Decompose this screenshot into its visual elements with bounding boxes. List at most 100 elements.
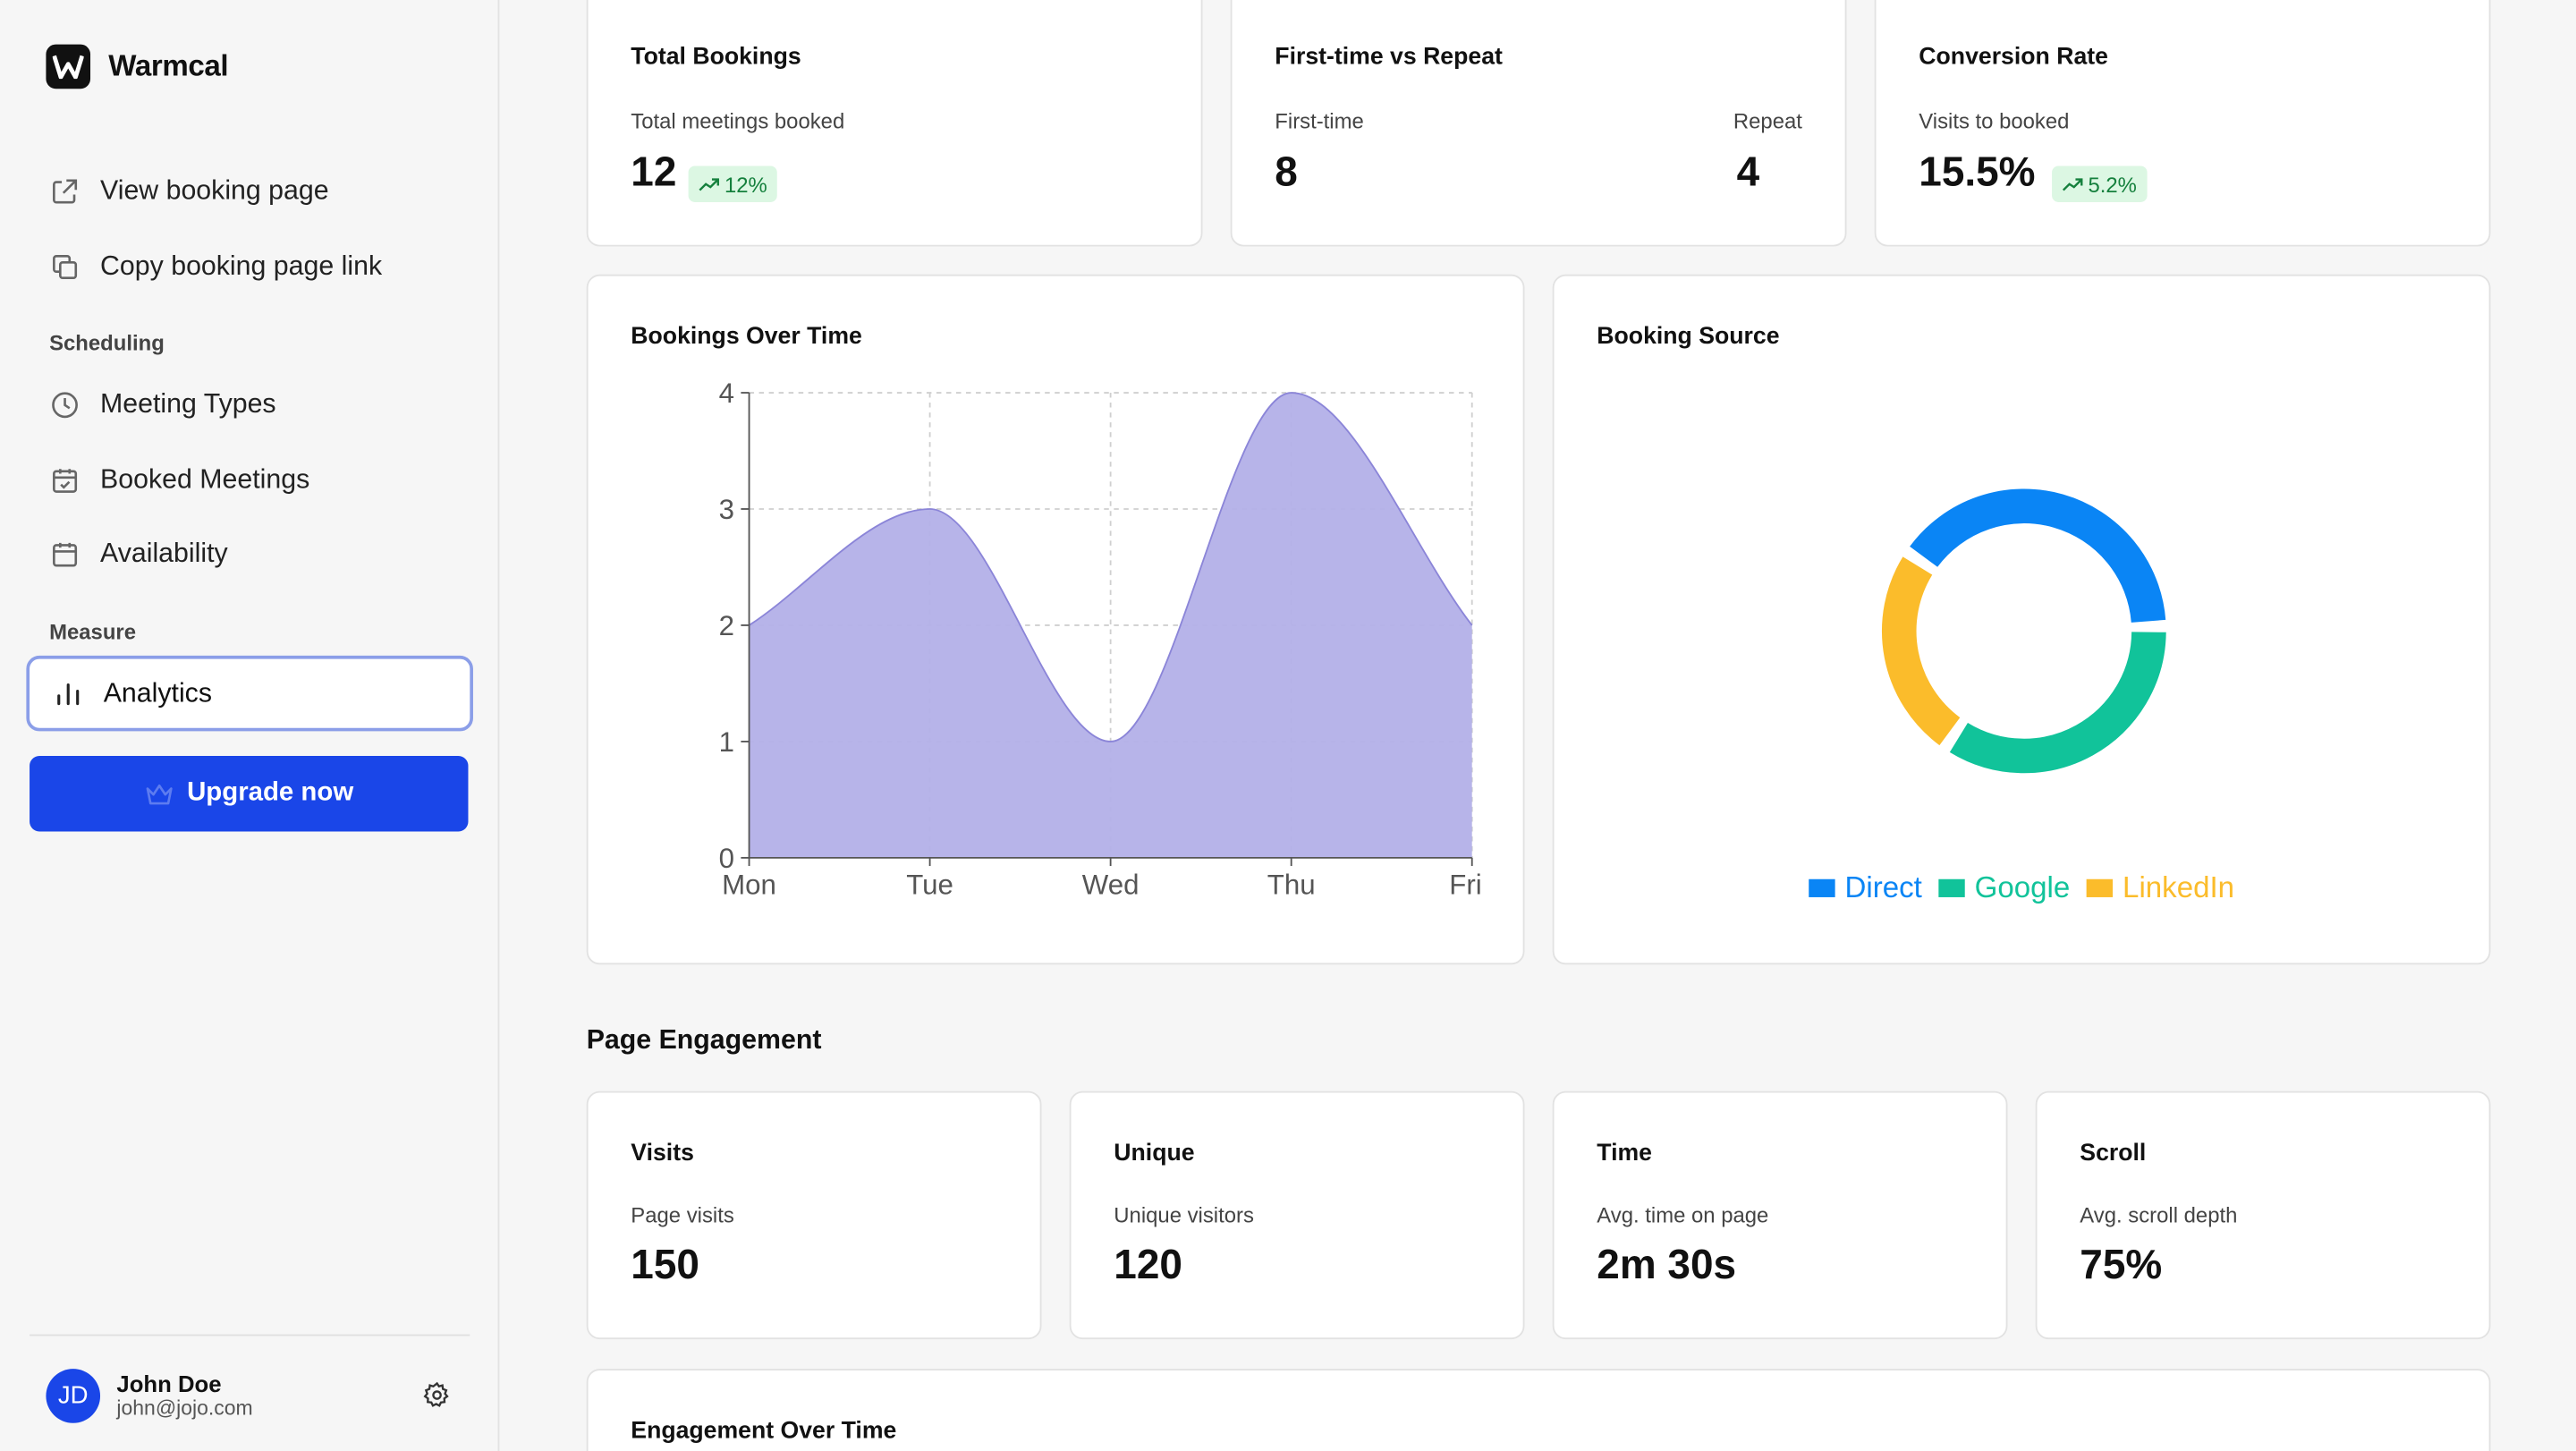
scroll-value: 75% [2080, 1242, 2163, 1289]
change-value: 12% [724, 171, 767, 197]
card-title: Conversion Rate [1919, 44, 2108, 71]
sidebar: Warmcal View booking page Copy booking p… [0, 0, 500, 1451]
bookings-over-time-card: Bookings Over Time 0 1 2 3 4 Mon Tue Wed Thu Fri [586, 274, 1525, 965]
card-title: First-time vs Repeat [1275, 44, 1503, 71]
donut-slice-direct[interactable] [1910, 488, 2166, 624]
trend-up-icon [2062, 178, 2083, 191]
bar-chart-icon [57, 683, 80, 705]
series-line [749, 392, 1473, 742]
card-title: Time [1597, 1140, 1653, 1167]
chart-legend: Direct Google LinkedIn [1555, 871, 2489, 906]
external-link-icon [53, 178, 78, 203]
x-tick-label: Fri [1449, 869, 1481, 900]
conversion-value: 15.5% [1919, 149, 2036, 196]
legend-swatch [1938, 878, 1965, 897]
user-email: john@jojo.com [116, 1396, 253, 1421]
card-subtitle: Unique visitors [1114, 1202, 1254, 1228]
y-tick-label: 4 [719, 378, 734, 409]
card-title: Scroll [2080, 1140, 2147, 1167]
donut-slice-linkedin[interactable] [1881, 556, 1961, 746]
legend-swatch [1809, 878, 1835, 897]
chart-title: Engagement Over Time [631, 1418, 897, 1445]
nav-label: Meeting Types [100, 388, 276, 419]
page-engagement-title: Page Engagement [586, 1025, 822, 1056]
avatar: JD [46, 1369, 101, 1423]
card-title: Visits [631, 1140, 694, 1167]
time-value: 2m 30s [1597, 1242, 1737, 1289]
nav-label: Copy booking page link [100, 250, 383, 281]
upgrade-button[interactable]: Upgrade now [30, 755, 469, 832]
app-logo[interactable]: Warmcal [46, 44, 229, 89]
legend-item-linkedin[interactable]: LinkedIn [2086, 870, 2235, 906]
section-measure: Measure [49, 619, 136, 645]
upgrade-label: Upgrade now [187, 778, 354, 807]
legend-item-direct[interactable]: Direct [1809, 871, 1922, 906]
user-name: John Doe [116, 1370, 222, 1397]
legend-label: Direct [1844, 870, 1922, 904]
repeat-label: Repeat [1733, 108, 1802, 133]
x-tick-label: Wed [1082, 869, 1140, 900]
booking-source-donut-chart [1881, 488, 2166, 774]
sidebar-item-meeting-types[interactable]: Meeting Types [30, 371, 470, 437]
card-subtitle: Visits to booked [1919, 108, 2070, 133]
y-tick-label: 3 [719, 494, 734, 525]
card-subtitle: Avg. scroll depth [2080, 1202, 2238, 1228]
sidebar-item-booked-meetings[interactable]: Booked Meetings [30, 447, 470, 513]
card-subtitle: Avg. time on page [1597, 1202, 1769, 1228]
crown-icon [146, 783, 173, 804]
time-card: Time Avg. time on page 2m 30s [1552, 1090, 2008, 1340]
nav-label: Booked Meetings [100, 463, 310, 494]
warmcal-logo-icon [46, 44, 91, 89]
change-value: 5.2% [2088, 171, 2137, 197]
section-scheduling: Scheduling [49, 330, 165, 355]
visits-value: 150 [631, 1242, 699, 1289]
engagement-over-time-card: Engagement Over Time [586, 1369, 2491, 1451]
card-title: Total Bookings [631, 44, 801, 71]
app-name: Warmcal [108, 49, 229, 82]
bookings-area-chart: 0 1 2 3 4 Mon Tue Wed Thu Fri [719, 378, 1482, 900]
chart-title: Bookings Over Time [631, 323, 862, 351]
copy-booking-link-button[interactable]: Copy booking page link [30, 233, 470, 299]
card-subtitle: Total meetings booked [631, 108, 845, 133]
sidebar-divider [30, 1334, 470, 1336]
y-tick-label: 2 [719, 610, 734, 641]
conversion-rate-card: Conversion Rate Visits to booked 15.5% 5… [1874, 0, 2491, 247]
unique-value: 120 [1114, 1242, 1182, 1289]
change-badge: 5.2% [2052, 165, 2147, 202]
first-time-value: 8 [1275, 149, 1298, 196]
legend-label: LinkedIn [2123, 870, 2235, 904]
trend-up-icon [699, 178, 719, 191]
user-profile[interactable]: JD John Doe john@jojo.com [46, 1369, 253, 1423]
legend-item-google[interactable]: Google [1938, 871, 2070, 906]
y-tick-label: 0 [719, 843, 734, 874]
change-badge: 12% [688, 165, 777, 202]
x-tick-label: Tue [906, 869, 953, 900]
nav-label: Analytics [103, 677, 212, 708]
card-subtitle: Page visits [631, 1202, 734, 1228]
clock-icon [52, 391, 78, 418]
x-tick-label: Thu [1267, 869, 1316, 900]
unique-card: Unique Unique visitors 120 [1069, 1090, 1525, 1340]
legend-label: Google [1974, 870, 2071, 904]
scroll-card: Scroll Avg. scroll depth 75% [2035, 1090, 2491, 1340]
booking-source-card: Booking Source Direct Google LinkedIn [1552, 274, 2491, 965]
view-booking-page-link[interactable]: View booking page [30, 157, 470, 223]
sidebar-item-analytics[interactable]: Analytics [26, 655, 473, 732]
calendar-icon [53, 541, 78, 566]
nav-label: Availability [100, 538, 228, 568]
sidebar-item-availability[interactable]: Availability [30, 521, 470, 586]
total-bookings-value: 12 [631, 149, 677, 196]
copy-icon [53, 254, 78, 279]
first-vs-repeat-card: First-time vs Repeat First-time 8 Repeat… [1230, 0, 1847, 247]
visits-card: Visits Page visits 150 [586, 1090, 1042, 1340]
gear-icon[interactable] [422, 1380, 452, 1410]
calendar-check-icon [53, 468, 78, 492]
chart-title: Booking Source [1597, 323, 1780, 351]
y-tick-label: 1 [719, 726, 734, 758]
total-bookings-card: Total Bookings Total meetings booked 12 … [586, 0, 1203, 247]
first-time-label: First-time [1275, 108, 1364, 133]
nav-label: View booking page [100, 174, 329, 205]
donut-slice-google[interactable] [1949, 632, 2166, 774]
repeat-value: 4 [1736, 149, 1760, 196]
